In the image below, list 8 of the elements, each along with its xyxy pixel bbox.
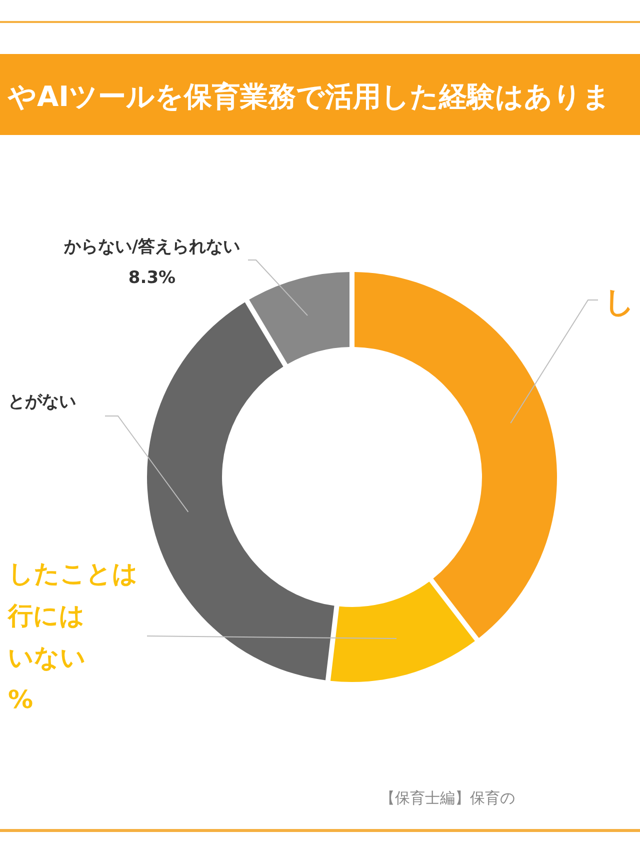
slice-label: し bbox=[604, 285, 635, 320]
slice-label: とがない bbox=[8, 392, 76, 412]
data-label: 8.3% bbox=[128, 268, 176, 288]
slice-label: したことは行にはいない bbox=[7, 559, 138, 672]
chart-title: やAIツールを保育業務で活用した経験はありま bbox=[7, 80, 612, 113]
slice-label: からない/答えられない bbox=[62, 237, 240, 257]
text: 【保育士編】保育の bbox=[380, 789, 515, 807]
data-label: % bbox=[8, 685, 34, 714]
